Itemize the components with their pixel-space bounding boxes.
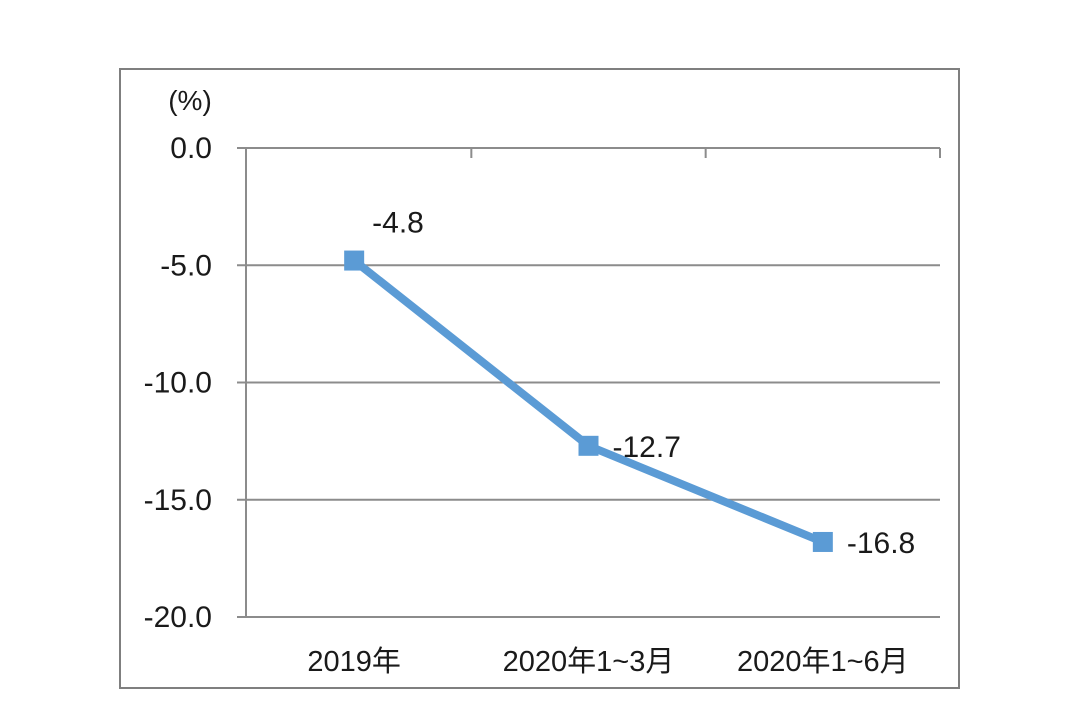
data-point-label: -16.8 [847, 527, 915, 560]
y-axis-tick-label: -5.0 [160, 249, 212, 282]
data-point-marker [344, 250, 365, 271]
data-point-marker [812, 531, 833, 552]
y-axis-tick-label: 0.0 [170, 132, 212, 165]
y-axis-tick-label: -15.0 [144, 484, 212, 517]
chart-border [119, 68, 960, 689]
y-axis-tick-label: -10.0 [144, 367, 212, 400]
x-axis-label: 2020年1~6月 [737, 645, 909, 678]
x-axis-label: 2020年1~3月 [503, 645, 675, 678]
data-point-label: -12.7 [613, 431, 681, 464]
data-point-label: -4.8 [372, 207, 424, 240]
data-point-marker [578, 435, 599, 456]
y-axis-tick-label: -20.0 [144, 601, 212, 634]
x-axis-label: 2019年 [307, 645, 401, 678]
y-axis-unit-label: (%) [168, 85, 212, 116]
